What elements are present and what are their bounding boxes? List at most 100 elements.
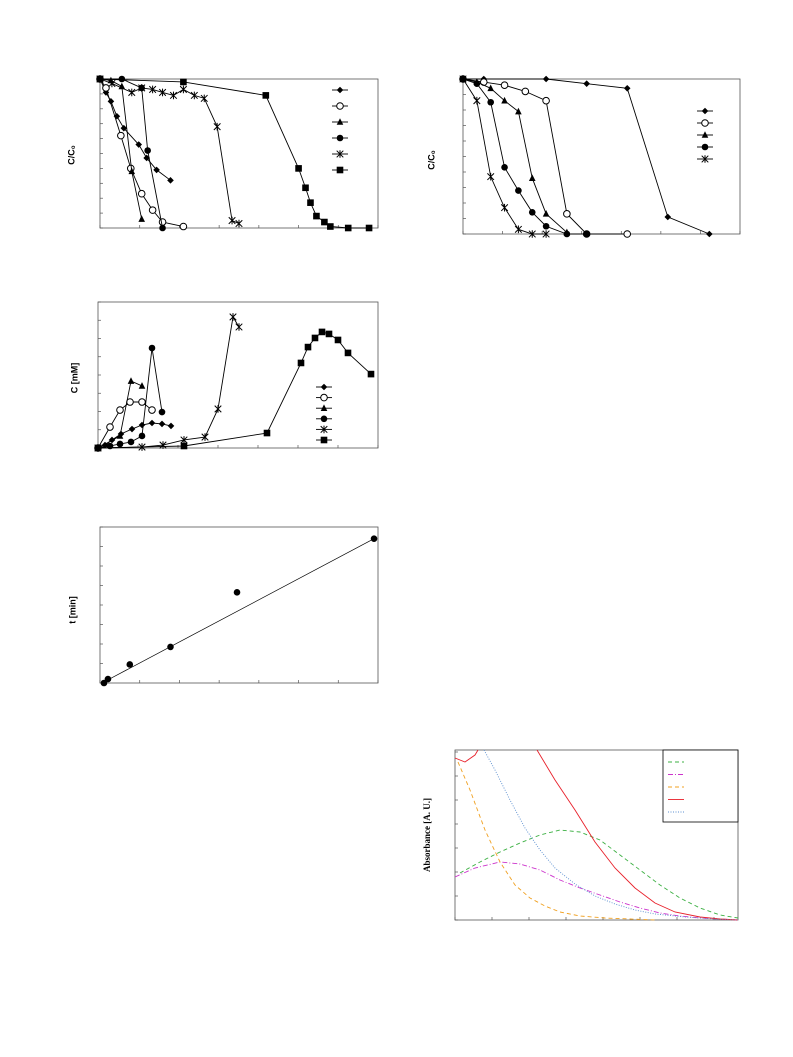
marker-star [514,225,523,234]
marker-diamond [148,419,156,427]
marker-open-circle [106,423,114,431]
marker-circle [148,344,156,352]
marker-triangle [501,96,508,104]
marker-star [200,94,208,103]
marker-square [344,349,352,357]
marker-square [304,343,312,351]
series-line [454,861,739,921]
marker-triangle [542,210,550,217]
marker-star [473,96,481,105]
marker-open-circle [179,222,188,231]
marker-star [108,79,116,88]
marker-square [318,328,326,336]
marker-triangle [138,382,146,389]
marker-square [313,212,320,220]
marker-square [367,370,375,378]
legend-marker [336,86,344,94]
marker-circle [563,230,571,238]
marker-star [213,122,221,131]
marker-circle [127,438,135,446]
marker-square [96,75,104,83]
marker-diamond [138,421,146,429]
series-line [483,749,739,921]
legend-marker [701,107,709,115]
marker-diamond [664,213,672,221]
marker-diamond [153,166,160,174]
marker-triangle [116,432,124,439]
legend-marker [701,155,709,163]
series-line [99,78,240,224]
y-axis-label: C/C₀ [66,145,76,165]
series-line [99,78,143,220]
marker-diamond [158,420,166,428]
marker-circle [159,224,166,232]
marker-triangle [138,215,145,222]
series-line [99,78,171,181]
marker-open-circle [116,406,124,414]
marker-star [158,88,167,97]
marker-square [297,359,305,367]
marker-square [327,223,334,230]
marker-square [263,429,271,437]
marker-open-circle [148,206,157,214]
marker-triangle [128,167,136,175]
marker-open-circle [102,84,110,92]
legend-box [662,749,739,823]
marker-open-circle [117,131,125,140]
marker-star [201,433,209,441]
marker-diamond [135,141,143,148]
marker-open-circle [148,406,156,414]
legend-marker [336,118,344,125]
series-line [97,315,240,449]
marker-diamond [542,75,550,83]
marker-square [344,224,352,232]
marker-open-circle [623,230,632,238]
marker-star [235,219,243,228]
marker-open-circle [500,81,509,89]
series-line [463,78,710,235]
marker-diamond [167,177,174,184]
legend-marker [701,119,709,127]
marker-square [325,330,333,338]
marker-star [190,91,198,100]
marker-square [180,78,187,86]
marker-open-circle [158,218,167,226]
legend-marker [320,404,328,411]
marker-open-circle [137,189,146,198]
marker-circle [528,209,536,216]
marker-diamond [583,80,590,87]
marker-square [365,224,373,232]
marker-star [179,85,188,94]
marker-triangle [127,377,135,384]
marker-star [128,88,136,97]
marker-star [148,85,157,94]
marker-star [138,84,146,92]
marker-circle [118,75,126,83]
marker-triangle [515,107,522,115]
marker-circle [106,442,114,450]
marker-square [180,442,188,450]
legend-marker [336,102,344,110]
legend-marker [336,150,344,158]
marker-diamond [120,124,128,132]
marker-diamond [623,85,631,92]
legend-marker [336,134,344,142]
marker-triangle [107,76,115,84]
legend-marker [701,143,709,151]
y-axis-label: t [min] [67,596,77,624]
plot-frame [454,749,739,921]
plot-frame [99,78,379,229]
marker-circle [473,80,481,87]
marker-star [528,230,536,238]
legend-marker [320,383,328,391]
marker-diamond [167,422,175,430]
series-line [459,829,739,919]
marker-star [214,405,222,413]
series-line [97,380,143,449]
marker-triangle [487,84,494,92]
marker-circle [233,589,241,596]
marker-star [487,172,495,181]
series-line [101,538,375,684]
marker-triangle [528,174,536,181]
